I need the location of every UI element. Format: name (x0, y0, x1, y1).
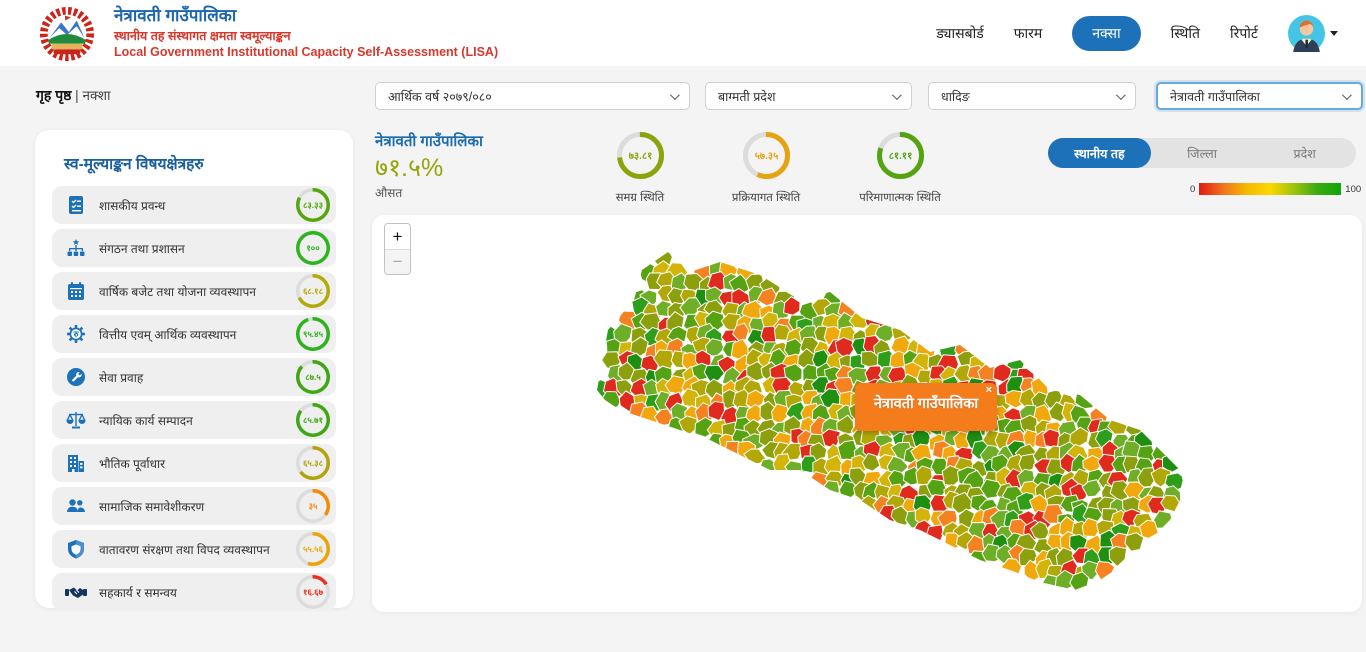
chevron-down-icon (669, 89, 680, 100)
sidebar-item-social-inclusion[interactable]: सामाजिक समावेशीकरण ३५ (52, 487, 336, 525)
svg-text:रु: रु (72, 329, 79, 339)
nav-map[interactable]: नक्सा (1072, 15, 1141, 51)
app-title: नेत्रावती गाउँपालिका (114, 6, 237, 26)
user-menu[interactable] (1288, 14, 1338, 52)
finance-gear-icon: रु (64, 322, 88, 346)
user-menu-caret-icon (1330, 30, 1338, 36)
tab-local-level[interactable]: स्थानीय तह (1048, 138, 1151, 168)
score-ring: ५५.५६ (296, 532, 330, 566)
service-wrench-icon (64, 365, 88, 389)
map-popup: नेत्रावती गाउँपालिका × (855, 383, 997, 431)
breadcrumb-current: नक्शा (82, 88, 111, 103)
selected-municipality-name: नेत्रावती गाउँपालिका (375, 133, 483, 150)
province-select[interactable]: बाग्मती प्रदेश (705, 82, 912, 110)
nav-report[interactable]: रिपोर्ट (1230, 24, 1258, 41)
breadcrumb: गृह पृष्ठ | नक्शा (36, 87, 111, 103)
chevron-down-icon (891, 89, 902, 100)
svg-text:९५.४५: ९५.४५ (303, 329, 324, 339)
scale-min-label: 0 (1190, 183, 1196, 195)
assessment-sidebar: स्व-मूल्याङ्कन विषयक्षेत्रहरु शासकीय प्र… (35, 130, 353, 611)
municipality-select[interactable]: नेत्रावती गाउँपालिका (1156, 82, 1363, 110)
svg-text:१००: १०० (306, 243, 320, 253)
scale-max-label: 100 (1345, 183, 1362, 195)
gauge-ring: ७३.८१ (616, 132, 664, 183)
shield-icon (64, 537, 88, 561)
people-icon (64, 494, 88, 518)
tab-province[interactable]: प्रदेश (1293, 146, 1316, 161)
svg-text:६८.१८: ६८.१८ (303, 286, 324, 296)
score-ring: ८७.५ (296, 360, 330, 394)
sidebar-item-service-delivery[interactable]: सेवा प्रवाह ८७.५ (52, 358, 336, 396)
svg-text:८७.५: ८७.५ (305, 372, 321, 382)
gauge-quantitative-status: ८१.११ परिमाणात्मक स्थिति (840, 132, 960, 205)
justice-scales-icon (64, 408, 88, 432)
svg-text:८५.७१: ८५.७१ (303, 415, 323, 425)
zoom-in-button[interactable]: + (385, 224, 410, 249)
score-ring: ८३.३३ (296, 188, 330, 222)
nav-status[interactable]: स्थिति (1170, 24, 1200, 41)
gauge-ring: ८१.११ (876, 132, 924, 183)
svg-text:८३.३३: ८३.३३ (303, 200, 323, 210)
user-avatar (1288, 14, 1325, 52)
color-scale-legend: 0 100 (1190, 183, 1361, 195)
sidebar-item-judicial[interactable]: न्यायिक कार्य सम्पादन ८५.७१ (52, 401, 336, 439)
main-nav: ड्यासबोर्ड फारम नक्सा स्थिति रिपोर्ट (936, 14, 1338, 52)
average-score-value: ७१.५% (375, 154, 444, 182)
sidebar-item-cooperation[interactable]: सहकार्य र समन्वय १६.६७ (52, 573, 336, 611)
score-ring: १६.६७ (296, 575, 330, 609)
score-ring: ३५ (296, 489, 330, 523)
document-checklist-icon (64, 193, 88, 217)
chevron-down-icon (1115, 89, 1126, 100)
app-subtitle-nepali: स्थानीय तह संस्थागत क्षमता स्वमूल्याङ्कन (114, 28, 291, 43)
handshake-icon (64, 580, 88, 604)
nav-form[interactable]: फारम (1013, 24, 1043, 41)
org-chart-icon (64, 236, 88, 260)
nepal-government-logo (38, 5, 96, 62)
calendar-icon (64, 279, 88, 303)
gauge-overall-status: ७३.८१ समग्र स्थिति (580, 132, 700, 205)
app-subtitle-english: Local Government Institutional Capacity … (114, 45, 499, 60)
svg-text:७३.८१: ७३.८१ (628, 151, 652, 162)
score-ring: ८५.७१ (296, 403, 330, 437)
sidebar-item-financial-management[interactable]: रु वित्तीय एवम् आर्थिक व्यवस्थापन ९५.४५ (52, 315, 336, 353)
nav-dashboard[interactable]: ड्यासबोर्ड (936, 24, 984, 41)
average-score-label: औसत (375, 186, 403, 200)
nepal-choropleth-map[interactable] (372, 215, 1362, 612)
fiscal-year-select[interactable]: आर्थिक वर्ष २०७९/०८० (375, 82, 690, 110)
svg-text:१६.६७: १६.६७ (303, 587, 324, 597)
popup-close-icon[interactable]: × (985, 384, 992, 396)
sidebar-title: स्व-मूल्याङ्कन विषयक्षेत्रहरु (64, 156, 204, 173)
app-header: नेत्रावती गाउँपालिका स्थानीय तह संस्थागत… (0, 0, 1366, 66)
sidebar-item-organization[interactable]: संगठन तथा प्रशासन १०० (52, 229, 336, 267)
score-ring: १०० (296, 231, 330, 265)
scale-gradient-bar (1199, 183, 1342, 195)
breadcrumb-home[interactable]: गृह पृष्ठ (36, 87, 72, 103)
map-popup-title: नेत्रावती गाउँपालिका (873, 396, 979, 412)
svg-text:३५: ३५ (309, 501, 318, 511)
tab-district[interactable]: जिल्ला (1187, 146, 1217, 161)
sidebar-item-environment-disaster[interactable]: वातावरण संरक्षण तथा विपद व्यवस्थापन ५५.५… (52, 530, 336, 568)
district-select[interactable]: धादिङ (928, 82, 1136, 110)
gauge-process-status: ५७.३५ प्रक्रियागत स्थिति (706, 132, 826, 205)
sidebar-item-governance[interactable]: शासकीय प्रवन्ध ८३.३३ (52, 186, 336, 224)
sidebar-item-budget-planning[interactable]: वार्षिक बजेट तथा योजना व्यवस्थापन ६८.१८ (52, 272, 336, 310)
score-ring: ६५.३८ (296, 446, 330, 480)
score-ring: ६८.१८ (296, 274, 330, 308)
sidebar-item-infrastructure[interactable]: भौतिक पूर्वाधार ६५.३८ (52, 444, 336, 482)
map-panel: + − नेत्रावती गाउँपालिका × (372, 215, 1362, 612)
svg-text:५७.३५: ५७.३५ (754, 151, 778, 162)
map-zoom-control: + − (384, 223, 411, 275)
zoom-out-button[interactable]: − (385, 249, 410, 274)
svg-text:५५.५६: ५५.५६ (303, 544, 324, 554)
gauge-ring: ५७.३५ (742, 132, 790, 183)
score-ring: ९५.४५ (296, 317, 330, 351)
svg-text:८१.११: ८१.११ (888, 151, 912, 162)
chevron-down-icon (1341, 89, 1352, 100)
building-icon (64, 451, 88, 475)
level-tabs: स्थानीय तह जिल्ला प्रदेश (1048, 138, 1356, 168)
svg-text:६५.३८: ६५.३८ (303, 458, 324, 468)
